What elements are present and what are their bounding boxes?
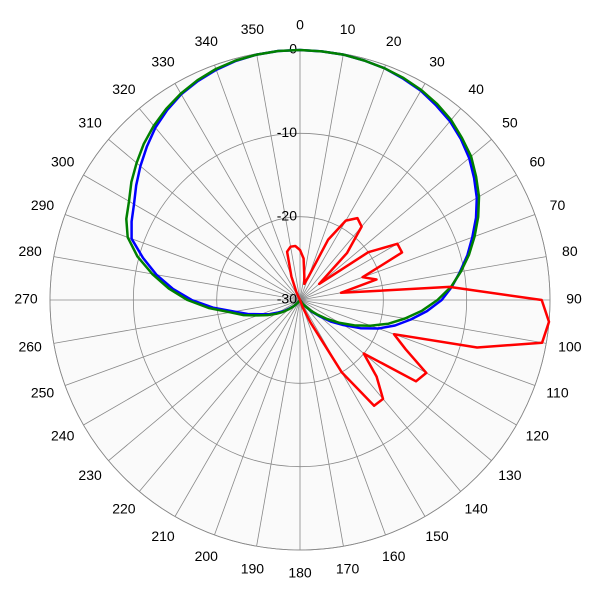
angle-tick-label: 230 — [78, 467, 102, 483]
spoke — [174, 83, 301, 301]
spoke — [299, 299, 344, 547]
angle-tick-label: 330 — [151, 53, 175, 69]
spoke — [256, 53, 301, 301]
angle-tick-label: 180 — [288, 565, 312, 581]
spoke — [174, 299, 301, 517]
ring — [132, 132, 468, 468]
radial-tick-label: -10 — [277, 124, 297, 140]
angle-tick-label: 220 — [112, 501, 136, 517]
angle-tick-label: 100 — [558, 338, 582, 354]
spoke — [299, 138, 492, 301]
angle-tick-label: 30 — [429, 53, 445, 69]
spoke — [108, 299, 301, 462]
spoke — [299, 108, 462, 301]
radial-tick-label: -30 — [277, 291, 297, 307]
angle-tick-label: 50 — [502, 115, 518, 131]
angle-tick-label: 190 — [241, 561, 265, 577]
spoke — [299, 299, 386, 536]
ring — [216, 216, 384, 384]
angle-tick-label: 260 — [18, 338, 42, 354]
spoke — [299, 299, 492, 462]
spoke — [256, 299, 301, 547]
radial-tick-label: -20 — [277, 207, 297, 223]
angle-tick-label: 160 — [382, 548, 406, 564]
spoke — [299, 299, 536, 386]
spoke — [53, 256, 301, 301]
angle-tick-label: 320 — [112, 81, 136, 97]
spoke — [214, 64, 301, 301]
angle-tick-label: 210 — [151, 528, 175, 544]
angle-tick-label: 170 — [336, 561, 360, 577]
spoke — [299, 53, 344, 301]
angle-tick-label: 0 — [296, 17, 304, 33]
spoke — [138, 108, 301, 301]
angle-tick-label: 250 — [31, 384, 55, 400]
angle-tick-label: 60 — [530, 154, 546, 170]
spoke — [299, 299, 426, 517]
angle-tick-label: 240 — [51, 428, 75, 444]
angle-tick-label: 40 — [468, 81, 484, 97]
angle-tick-label: 300 — [51, 154, 75, 170]
angle-tick-label: 130 — [498, 467, 522, 483]
spoke — [53, 299, 301, 344]
spoke — [299, 299, 547, 344]
spoke — [299, 299, 462, 492]
spoke — [138, 299, 301, 492]
spoke — [299, 64, 386, 301]
spoke — [214, 299, 301, 536]
spoke — [299, 174, 517, 301]
angle-tick-label: 340 — [195, 33, 219, 49]
spoke — [64, 214, 301, 301]
pattern-line — [285, 216, 551, 408]
angle-tick-label: 140 — [464, 501, 488, 517]
spoke — [299, 214, 536, 301]
angle-tick-label: 110 — [546, 384, 569, 400]
spoke — [83, 299, 301, 426]
angle-tick-label: 20 — [386, 33, 402, 49]
angle-tick-label: 280 — [18, 243, 42, 259]
angle-tick-label: 350 — [241, 21, 265, 37]
angle-tick-label: 80 — [562, 243, 578, 259]
angle-tick-label: 310 — [78, 115, 102, 131]
angle-tick-label: 10 — [340, 21, 356, 37]
angle-tick-label: 120 — [526, 428, 550, 444]
angle-tick-label: 150 — [425, 528, 449, 544]
spoke — [299, 83, 426, 301]
spoke — [83, 174, 301, 301]
angle-tick-label: 290 — [31, 197, 55, 213]
angle-tick-label: 200 — [195, 548, 219, 564]
angle-tick-label: 270 — [14, 291, 38, 307]
angle-tick-label: 70 — [550, 197, 566, 213]
angle-tick-label: 90 — [566, 291, 582, 307]
radial-tick-label: 0 — [289, 41, 297, 57]
